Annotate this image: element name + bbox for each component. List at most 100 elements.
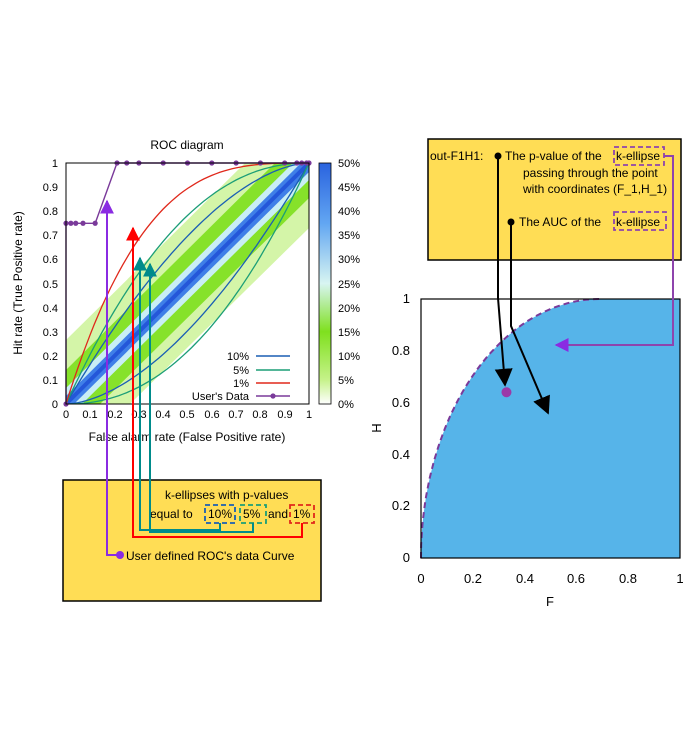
roc-chart: ROC diagram 0 0.1 0.2 bbox=[11, 138, 360, 444]
ellipse-y-axis-label: H bbox=[369, 423, 384, 432]
roc-x-tick: 0.9 bbox=[277, 409, 292, 421]
user-data-point bbox=[80, 220, 86, 226]
user-data-point bbox=[68, 220, 74, 226]
p1-dashed-box bbox=[289, 504, 315, 524]
ellipse-filled-area bbox=[421, 299, 680, 558]
k-ellipse-label-1: k-ellipse bbox=[616, 149, 660, 163]
colorbar-tick: 0% bbox=[338, 399, 354, 411]
ellipse-plot-frame bbox=[420, 298, 681, 559]
roc-x-axis-label: False alarm rate (False Positive rate) bbox=[89, 430, 286, 444]
legend-label-10: 10% bbox=[227, 351, 249, 363]
roc-x-tick: 0.1 bbox=[82, 409, 97, 421]
ellipse-y-tick: 1 bbox=[403, 291, 410, 306]
p1-label: 1% bbox=[293, 507, 311, 521]
auc-text: The AUC of the bbox=[519, 215, 601, 229]
roc-y-tick: 0.3 bbox=[43, 327, 58, 339]
arrow-p1 bbox=[126, 226, 303, 538]
roc-x-tick: 0.2 bbox=[107, 409, 122, 421]
colorbar-tick: 20% bbox=[338, 303, 360, 315]
roc-y-tick: 0.2 bbox=[43, 351, 58, 363]
roc-y-tick: 0.9 bbox=[43, 182, 58, 194]
ellipse-x-tick: 0.8 bbox=[619, 571, 637, 586]
pvalue-line3: with coordinates (F_1,H_1) bbox=[522, 182, 667, 196]
roc-y-ticks: 0 0.1 0.2 0.3 0.4 0.5 0.6 0.7 0.8 0.9 1 bbox=[43, 158, 58, 411]
roc-y-tick: 0.5 bbox=[43, 279, 58, 291]
roc-y-tick: 0.7 bbox=[43, 230, 58, 242]
arrow-user-curve bbox=[100, 199, 120, 556]
ellipse-y-tick: 0.8 bbox=[392, 343, 410, 358]
roc-y-tick: 0.1 bbox=[43, 375, 58, 387]
arrow-auc bbox=[510, 222, 550, 415]
roc-x-tick: 0.4 bbox=[155, 409, 170, 421]
ellipse-y-tick: 0.4 bbox=[392, 447, 410, 462]
roc-y-tick: 0.8 bbox=[43, 206, 58, 218]
out-f1h1-label: out-F1H1: bbox=[430, 149, 483, 163]
colorbar-tick: 5% bbox=[338, 375, 354, 387]
ellipse-x-tick: 1 bbox=[676, 571, 683, 586]
roc-y-tick: 0 bbox=[52, 399, 58, 411]
ellipse-x-tick: 0.6 bbox=[567, 571, 585, 586]
f1h1-point-marker bbox=[501, 387, 512, 398]
ellipse-y-tick: 0 bbox=[403, 550, 410, 565]
left-connectors bbox=[100, 199, 303, 559]
roc-x-tick: 0.7 bbox=[228, 409, 243, 421]
colorbar-tick: 30% bbox=[338, 254, 360, 266]
right-box-background bbox=[427, 138, 682, 261]
ellipse-x-tick: 0.2 bbox=[464, 571, 482, 586]
ellipse-x-tick: 0 bbox=[417, 571, 424, 586]
ellipse-x-tick: 0.4 bbox=[516, 571, 534, 586]
legend-label-user: User's Data bbox=[192, 391, 250, 403]
arrow-p10 bbox=[133, 256, 221, 531]
left-annotation-box: k-ellipses with p-values equal to 10% 5%… bbox=[62, 479, 322, 602]
user-curve-dot bbox=[116, 551, 124, 559]
legend-label-1: 1% bbox=[233, 378, 249, 390]
p10-label: 10% bbox=[208, 507, 232, 521]
p5-label: 5% bbox=[243, 507, 261, 521]
left-box-line1: k-ellipses with p-values bbox=[165, 488, 288, 502]
arrow-k-ellipse bbox=[554, 155, 674, 352]
roc-x-tick: 1 bbox=[306, 409, 312, 421]
roc-y-axis-label: Hit rate (True Positive rate) bbox=[11, 211, 25, 355]
roc-x-tick: 0.8 bbox=[252, 409, 267, 421]
roc-y-tick: 1 bbox=[52, 158, 58, 170]
user-data-point bbox=[73, 220, 79, 226]
colorbar-tick: 50% bbox=[338, 158, 360, 170]
roc-x-tick: 0 bbox=[63, 409, 69, 421]
roc-colorbar: 0% 5% 10% 15% 20% 25% 30% 35% 40% 45% 50… bbox=[318, 158, 360, 411]
pvalue-text: The p-value of the bbox=[505, 149, 602, 163]
roc-heatmap bbox=[66, 163, 309, 404]
arrow-p5 bbox=[143, 262, 254, 533]
user-curve-label: User defined ROC's data Curve bbox=[126, 549, 295, 563]
right-connectors bbox=[494, 155, 674, 415]
arrow-pvalue bbox=[494, 156, 513, 387]
roc-x-tick: 0.5 bbox=[179, 409, 194, 421]
colorbar-tick: 45% bbox=[338, 182, 360, 194]
ellipse-x-axis-label: F bbox=[546, 594, 554, 609]
ellipse-y-tick: 0.2 bbox=[392, 498, 410, 513]
ellipse-dashed-edge bbox=[420, 298, 600, 559]
colorbar-tick: 15% bbox=[338, 327, 360, 339]
colorbar-tick: 35% bbox=[338, 230, 360, 242]
right-annotation-box: out-F1H1: The p-value of the k-ellipse p… bbox=[427, 138, 682, 261]
k-ellipse-label-2: k-ellipse bbox=[616, 215, 660, 229]
ellipse-y-ticks: 0 0.2 0.4 0.6 0.8 1 bbox=[392, 291, 410, 565]
k-ellipse-dashed-box-2 bbox=[613, 211, 667, 231]
roc-y-tick: 0.4 bbox=[43, 303, 58, 315]
colorbar-tick: 40% bbox=[338, 206, 360, 218]
roc-title: ROC diagram bbox=[150, 138, 223, 152]
roc-y-tick: 0.6 bbox=[43, 254, 58, 266]
ellipse-chart: 0 0.2 0.4 0.6 0.8 1 0 0.2 0.4 0.6 0.8 1 … bbox=[369, 291, 684, 609]
ellipse-x-ticks: 0 0.2 0.4 0.6 0.8 1 bbox=[417, 571, 683, 586]
ellipse-y-tick: 0.6 bbox=[392, 395, 410, 410]
colorbar-tick: 25% bbox=[338, 279, 360, 291]
pvalue-line2: passing through the point bbox=[523, 166, 658, 180]
user-data-point bbox=[92, 220, 98, 226]
roc-plot-frame bbox=[65, 162, 310, 405]
roc-x-tick: 0.6 bbox=[204, 409, 219, 421]
roc-legend: 10% 5% 1% User's Data bbox=[192, 351, 290, 403]
roc-x-ticks: 0 0.1 0.2 0.3 0.4 0.5 0.6 0.7 0.8 0.9 1 bbox=[63, 409, 312, 421]
and-label: and bbox=[268, 507, 288, 521]
legend-marker-user bbox=[270, 393, 276, 399]
legend-label-5: 5% bbox=[233, 365, 249, 377]
